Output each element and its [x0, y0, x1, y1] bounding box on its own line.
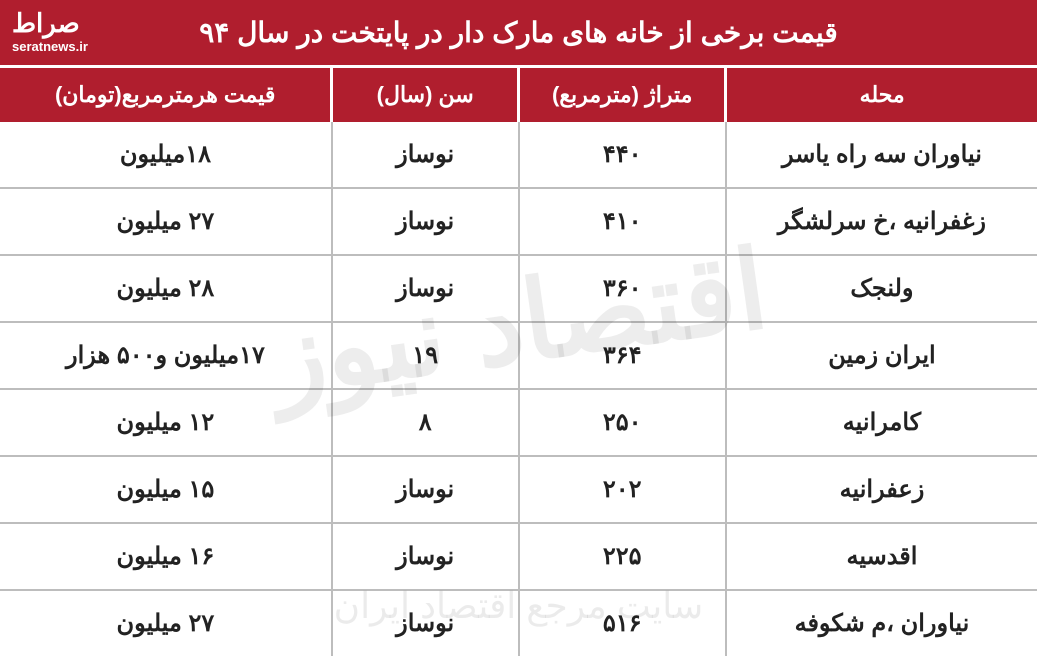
cell-area: ۴۱۰: [519, 188, 726, 255]
cell-age: ۱۹: [332, 322, 519, 389]
cell-price: ۱۷میلیون و۵۰۰ هزار: [0, 322, 332, 389]
col-age: سن (سال): [332, 67, 519, 123]
table-row: نیاوران سه راه یاسر ۴۴۰ نوساز ۱۸میلیون: [0, 122, 1037, 188]
cell-area: ۳۶۴: [519, 322, 726, 389]
col-neighborhood: محله: [726, 67, 1037, 123]
table-container: صراط seratnews.ir قیمت برخی از خانه های …: [0, 0, 1037, 645]
cell-price: ۱۸میلیون: [0, 122, 332, 188]
cell-area: ۴۴۰: [519, 122, 726, 188]
page-title: قیمت برخی از خانه های مارک دار در پایتخت…: [199, 17, 838, 48]
cell-price: ۲۸ میلیون: [0, 255, 332, 322]
header-row: محله متراژ (مترمربع) سن (سال) قیمت هرمتر…: [0, 67, 1037, 123]
cell-nbhd: اقدسیه: [726, 523, 1037, 590]
cell-nbhd: نیاوران ،م شکوفه: [726, 590, 1037, 656]
logo-url: seratnews.ir: [12, 39, 88, 55]
cell-area: ۳۶۰: [519, 255, 726, 322]
table-row: ولنجک ۳۶۰ نوساز ۲۸ میلیون: [0, 255, 1037, 322]
cell-price: ۱۵ میلیون: [0, 456, 332, 523]
cell-age: نوساز: [332, 456, 519, 523]
logo-text-fa: صراط: [12, 8, 88, 39]
title-bar: صراط seratnews.ir قیمت برخی از خانه های …: [0, 0, 1037, 65]
cell-age: نوساز: [332, 523, 519, 590]
table-row: ایران زمین ۳۶۴ ۱۹ ۱۷میلیون و۵۰۰ هزار: [0, 322, 1037, 389]
cell-price: ۲۷ میلیون: [0, 188, 332, 255]
table-row: اقدسیه ۲۲۵ نوساز ۱۶ میلیون: [0, 523, 1037, 590]
cell-nbhd: ولنجک: [726, 255, 1037, 322]
table-row: زعفرانیه ۲۰۲ نوساز ۱۵ میلیون: [0, 456, 1037, 523]
cell-nbhd: نیاوران سه راه یاسر: [726, 122, 1037, 188]
cell-age: نوساز: [332, 255, 519, 322]
table-row: کامرانیه ۲۵۰ ۸ ۱۲ میلیون: [0, 389, 1037, 456]
cell-age: نوساز: [332, 188, 519, 255]
cell-nbhd: زعفرانیه: [726, 456, 1037, 523]
table-row: نیاوران ،م شکوفه ۵۱۶ نوساز ۲۷ میلیون: [0, 590, 1037, 656]
cell-nbhd: زغفرانیه ،خ سرلشگر: [726, 188, 1037, 255]
cell-age: ۸: [332, 389, 519, 456]
cell-area: ۲۵۰: [519, 389, 726, 456]
price-table: محله متراژ (مترمربع) سن (سال) قیمت هرمتر…: [0, 65, 1037, 656]
col-area: متراژ (مترمربع): [519, 67, 726, 123]
cell-nbhd: کامرانیه: [726, 389, 1037, 456]
table-body: نیاوران سه راه یاسر ۴۴۰ نوساز ۱۸میلیون ز…: [0, 122, 1037, 656]
cell-price: ۱۲ میلیون: [0, 389, 332, 456]
cell-price: ۲۷ میلیون: [0, 590, 332, 656]
table-row: زغفرانیه ،خ سرلشگر ۴۱۰ نوساز ۲۷ میلیون: [0, 188, 1037, 255]
cell-area: ۲۰۲: [519, 456, 726, 523]
cell-age: نوساز: [332, 122, 519, 188]
cell-age: نوساز: [332, 590, 519, 656]
col-price: قیمت هرمترمربع(تومان): [0, 67, 332, 123]
source-logo: صراط seratnews.ir: [12, 8, 88, 55]
cell-price: ۱۶ میلیون: [0, 523, 332, 590]
cell-area: ۲۲۵: [519, 523, 726, 590]
cell-area: ۵۱۶: [519, 590, 726, 656]
cell-nbhd: ایران زمین: [726, 322, 1037, 389]
